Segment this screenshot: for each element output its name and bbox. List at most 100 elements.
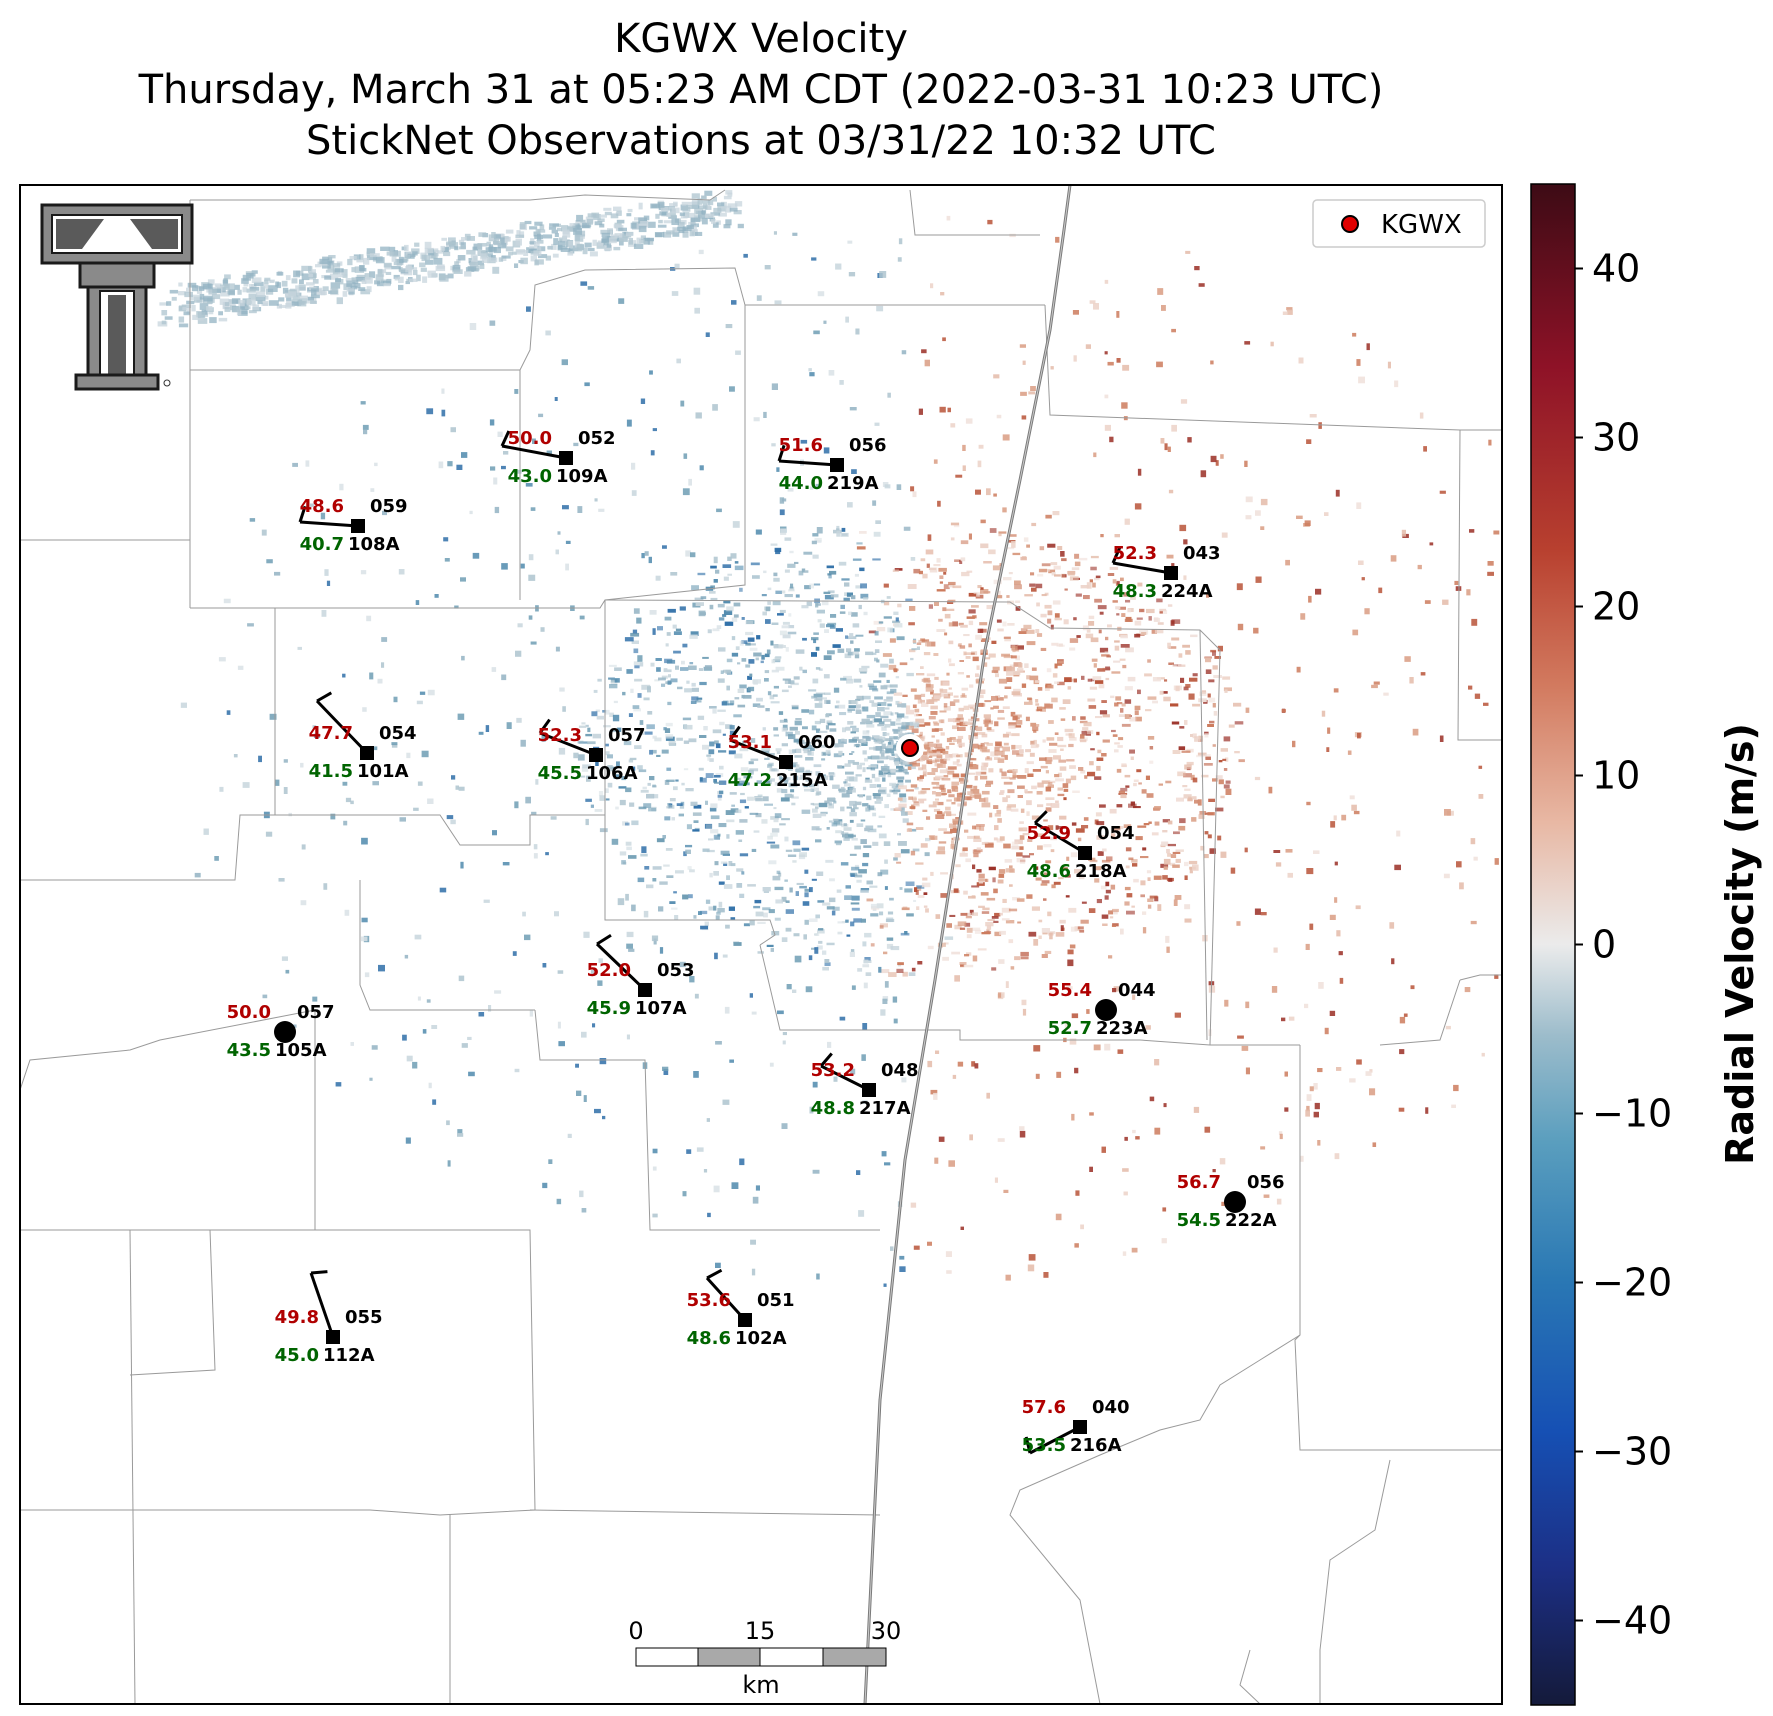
station-id: 219A xyxy=(827,473,879,494)
station-pressure: 057 xyxy=(297,1002,335,1023)
station-112A[interactable]: 49.8 055 45.0 112A xyxy=(275,1270,383,1366)
wind-barb xyxy=(539,731,597,757)
station-temp: 57.6 xyxy=(1022,1397,1066,1418)
station-dewpoint: 48.8 xyxy=(811,1098,855,1119)
title-line-1: KGWX Velocity xyxy=(614,16,908,62)
legend: KGWX xyxy=(1312,199,1486,248)
station-temp: 51.6 xyxy=(779,435,823,456)
county-borders xyxy=(20,189,1502,1704)
colorbar-ticks: 40 30 20 10 0 −10 −20 −30 −40 xyxy=(1575,247,1672,1643)
wind-barb xyxy=(315,699,369,755)
station-107A[interactable]: 52.0 053 45.9 107A xyxy=(587,933,695,1019)
colorbar-tick-label: 40 xyxy=(1592,247,1640,291)
wind-barb xyxy=(1029,1425,1081,1455)
station-id: 109A xyxy=(556,466,608,487)
station-106A[interactable]: 52.3 057 45.5 106A xyxy=(538,718,646,784)
station-marker xyxy=(862,1083,876,1097)
station-217A[interactable]: 53.2 048 48.8 217A xyxy=(811,1052,919,1119)
station-marker xyxy=(589,748,603,762)
wind-barb-flag xyxy=(706,1268,723,1280)
scale-bar: 0 15 30 km xyxy=(628,1617,901,1699)
station-pressure: 055 xyxy=(345,1307,383,1328)
map-area[interactable]: 50.0 052 43.0 109A 51.6 056 44.0 219A 48.6 059 40.… xyxy=(20,185,1643,1704)
station-id: 218A xyxy=(1075,861,1127,882)
station-dewpoint: 43.5 xyxy=(227,1040,271,1061)
wind-barb xyxy=(501,444,567,460)
station-temp: 48.6 xyxy=(300,496,344,517)
wind-barb xyxy=(299,520,359,528)
station-215A[interactable]: 53.1 060 47.2 215A xyxy=(728,725,836,791)
station-105A[interactable]: 50.0 057 43.5 105A xyxy=(227,1002,335,1061)
station-pressure: 053 xyxy=(657,960,695,981)
station-temp: 52.3 xyxy=(1113,543,1157,564)
station-temp: 53.2 xyxy=(811,1060,855,1081)
station-temp: 52.9 xyxy=(1027,823,1071,844)
station-223A[interactable]: 55.4 044 52.7 223A xyxy=(1048,980,1156,1039)
station-id: 107A xyxy=(635,998,687,1019)
map-frame xyxy=(19,184,1503,1705)
wind-barb xyxy=(309,1272,335,1338)
station-marker-calm xyxy=(1095,999,1117,1021)
station-222A[interactable]: 56.7 056 54.5 222A xyxy=(1177,1172,1285,1231)
station-marker xyxy=(1073,1420,1087,1434)
station-layer: 50.0 052 43.0 109A 51.6 056 44.0 219A 48.6 059 40.… xyxy=(227,428,1285,1456)
wind-barb-flag xyxy=(819,1052,833,1067)
station-temp: 50.0 xyxy=(508,428,552,449)
colorbar-tick-label: −40 xyxy=(1592,1599,1672,1643)
station-pressure: 043 xyxy=(1183,543,1221,564)
station-marker-calm xyxy=(1224,1191,1246,1213)
station-224A[interactable]: 52.3 043 48.3 224A xyxy=(1111,543,1221,602)
wind-barb-flag xyxy=(728,725,741,741)
station-dewpoint: 48.6 xyxy=(1027,861,1071,882)
station-dewpoint: 44.0 xyxy=(779,473,823,494)
station-id: 102A xyxy=(735,1328,787,1349)
wind-barb-flag xyxy=(777,444,786,462)
wind-barb xyxy=(1112,561,1172,575)
station-102A[interactable]: 53.6 051 48.6 102A xyxy=(687,1268,795,1349)
station-temp: 52.0 xyxy=(587,960,631,981)
station-dewpoint: 53.5 xyxy=(1022,1435,1066,1456)
station-216A[interactable]: 57.6 040 53.5 216A xyxy=(1022,1397,1130,1456)
station-marker xyxy=(1164,566,1178,580)
station-temp: 55.4 xyxy=(1048,980,1092,1001)
station-dewpoint: 45.9 xyxy=(587,998,631,1019)
scale-label-15: 15 xyxy=(745,1617,776,1645)
station-id: 105A xyxy=(275,1040,327,1061)
station-id: 106A xyxy=(586,763,638,784)
station-218A[interactable]: 52.9 054 48.6 218A xyxy=(1027,810,1135,882)
station-temp: 47.7 xyxy=(309,723,353,744)
station-marker xyxy=(830,458,844,472)
station-temp: 53.1 xyxy=(728,732,772,753)
station-pressure: 057 xyxy=(608,725,646,746)
station-pressure: 059 xyxy=(370,496,408,517)
station-dewpoint: 47.2 xyxy=(728,770,772,791)
station-pressure: 051 xyxy=(757,1290,795,1311)
wind-barb xyxy=(1034,821,1086,855)
station-101A[interactable]: 47.7 054 41.5 101A xyxy=(309,691,417,782)
station-dewpoint: 52.7 xyxy=(1048,1018,1092,1039)
scale-unit: km xyxy=(742,1671,779,1699)
station-id: 101A xyxy=(357,761,409,782)
wind-barb-flag xyxy=(500,430,511,447)
station-pressure: 054 xyxy=(1097,823,1135,844)
colorbar-ramp xyxy=(1530,183,1576,1706)
wind-barb-flag xyxy=(1111,547,1122,564)
station-pressure: 048 xyxy=(881,1060,919,1081)
wind-barb-flag xyxy=(298,505,307,523)
kgwx-radar-marker[interactable] xyxy=(896,734,924,762)
scale-label-30: 30 xyxy=(871,1617,902,1645)
colorbar-tick-label: −20 xyxy=(1592,1261,1672,1305)
colorbar-tick-label: −30 xyxy=(1592,1430,1672,1474)
colorbar-tick-label: 20 xyxy=(1592,585,1640,629)
radar-velocity-layer xyxy=(157,190,1500,1287)
wind-barb xyxy=(595,942,647,992)
station-dewpoint: 45.5 xyxy=(538,763,582,784)
station-pressure: 054 xyxy=(379,723,417,744)
station-108A[interactable]: 48.6 059 40.7 108A xyxy=(298,496,408,555)
station-pressure: 040 xyxy=(1092,1397,1130,1418)
colorbar: 40 30 20 10 0 −10 −20 −30 −40 Radial Velocity (m… xyxy=(1530,183,1762,1706)
station-219A[interactable]: 51.6 056 44.0 219A xyxy=(777,435,887,494)
station-temp: 52.3 xyxy=(538,725,582,746)
station-109A[interactable]: 50.0 052 43.0 109A xyxy=(500,428,616,487)
